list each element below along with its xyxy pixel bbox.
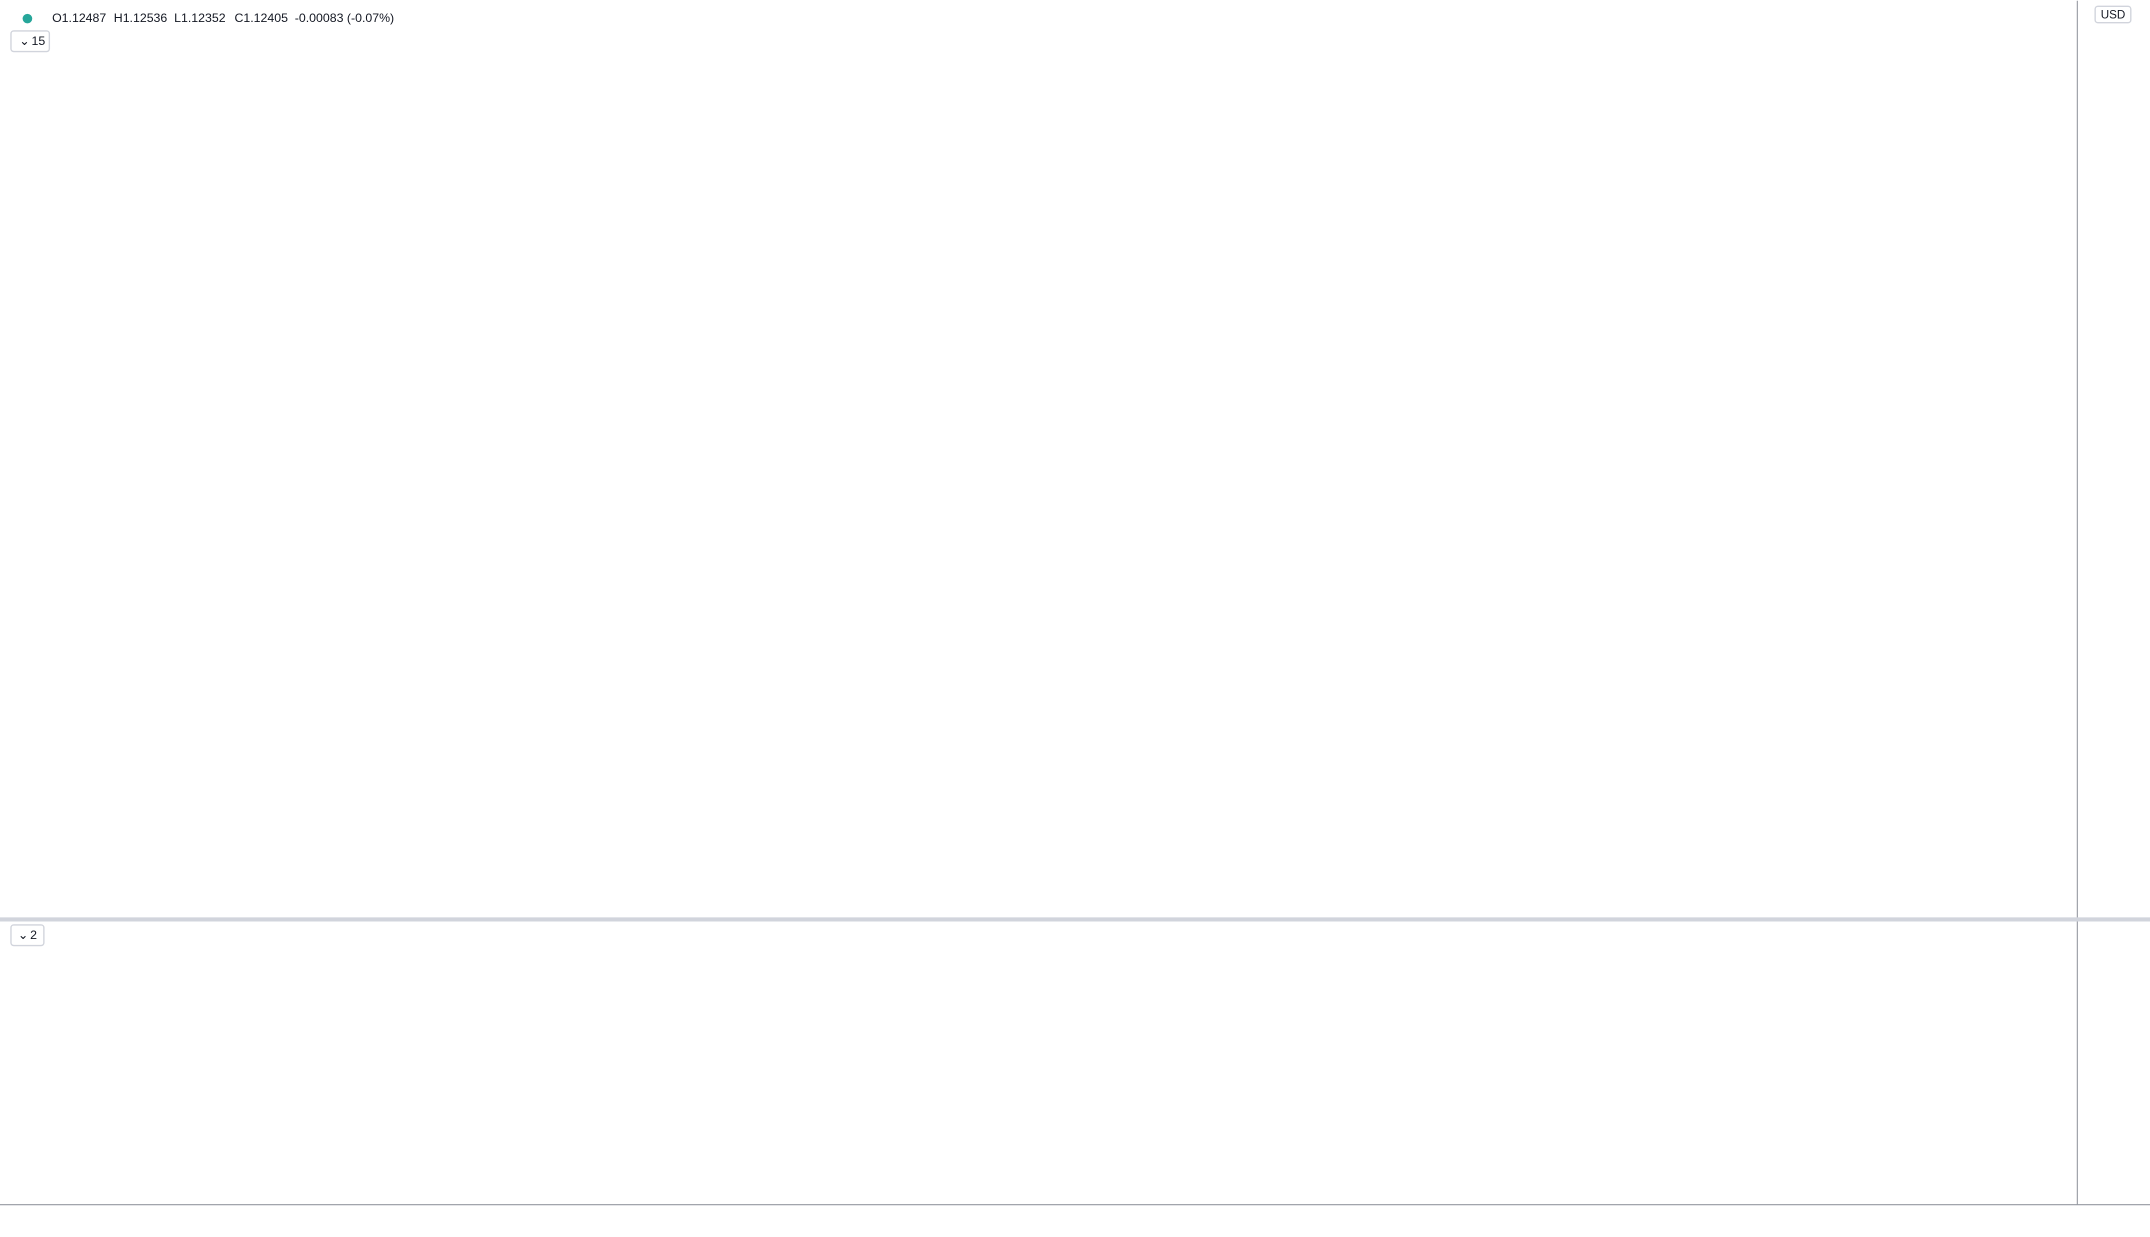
indicator-box[interactable] <box>10 924 45 947</box>
currency-label[interactable]: USD <box>2101 8 2126 21</box>
price-axis-bg <box>2077 0 2150 1237</box>
indicator-param[interactable]: 2 <box>30 928 37 942</box>
ohlc-close: C1.12405 <box>234 11 288 25</box>
ohlc-high: H1.12536 <box>114 11 168 25</box>
currency-box[interactable] <box>2094 5 2132 24</box>
ohlc-open: O1.12487 <box>52 11 106 25</box>
ohlc-low: L1.12352 <box>174 11 226 25</box>
ohlc-change: -0.00083 (-0.07%) <box>295 11 394 25</box>
interval-box[interactable] <box>10 30 51 53</box>
interval-label[interactable]: 15 <box>32 34 46 48</box>
status-dot <box>22 13 33 24</box>
interval-chevron[interactable]: ⌄ <box>19 34 29 48</box>
indicator-chevron[interactable]: ⌄ <box>18 928 28 942</box>
